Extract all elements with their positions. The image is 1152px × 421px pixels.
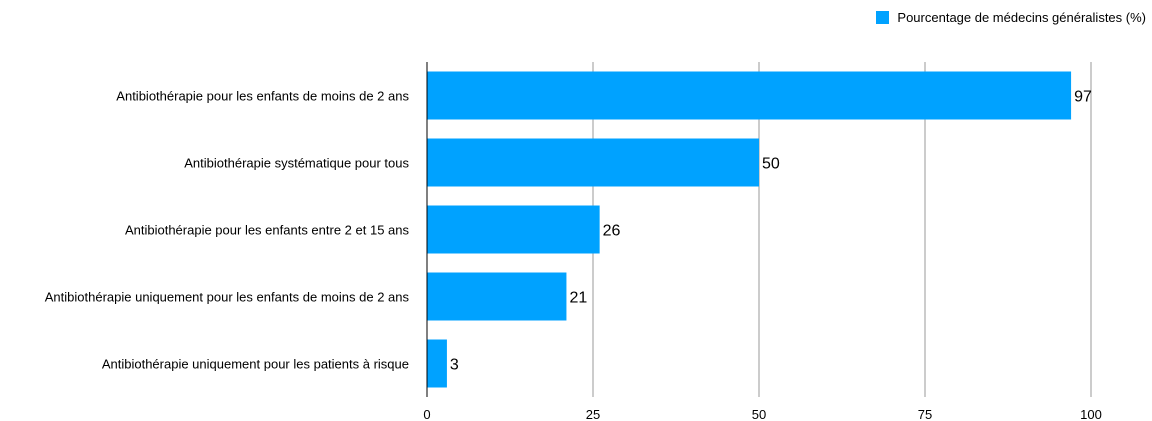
x-tick-label: 50: [752, 407, 766, 421]
category-label: Antibiothérapie systématique pour tous: [184, 156, 409, 171]
data-label: 21: [569, 290, 587, 307]
x-tick-label: 25: [586, 407, 600, 421]
category-label: Antibiothérapie pour les enfants de moin…: [116, 89, 409, 104]
data-label: 3: [450, 357, 459, 374]
category-label: Antibiothérapie pour les enfants entre 2…: [125, 223, 410, 238]
bar: [427, 71, 1072, 120]
legend-label: Pourcentage de médecins généralistes (%): [897, 10, 1146, 25]
data-label: 26: [603, 223, 621, 240]
x-tick-label: 100: [1080, 407, 1102, 421]
x-axis-ticks: 0 25 50 75 100: [423, 407, 1101, 421]
bar: [427, 205, 600, 254]
category-label: Antibiothérapie uniquement pour les pati…: [102, 357, 409, 372]
data-label: 50: [762, 156, 780, 173]
data-label: 97: [1074, 89, 1092, 106]
category-labels: Antibiothérapie pour les enfants de moin…: [45, 89, 410, 372]
data-labels: 97 50 26 21 3: [450, 89, 1092, 374]
chart-legend: Pourcentage de médecins généralistes (%): [876, 10, 1146, 25]
x-tick-label: 0: [423, 407, 430, 421]
bar: [427, 138, 759, 187]
bar: [427, 339, 447, 388]
legend-swatch: [876, 11, 890, 24]
bar: [427, 272, 567, 321]
x-tick-label: 75: [918, 407, 932, 421]
category-label: Antibiothérapie uniquement pour les enfa…: [45, 290, 410, 305]
bars: [427, 71, 1072, 388]
